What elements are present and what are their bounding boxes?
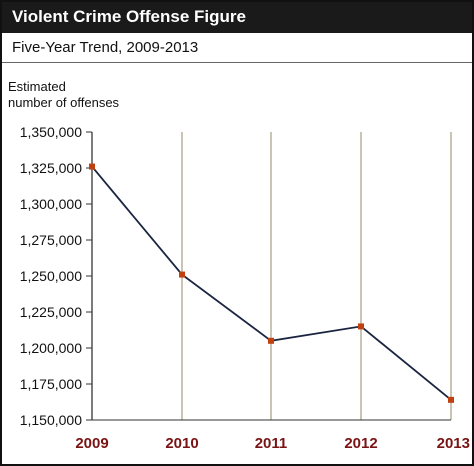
x-tick-label: 2012 bbox=[344, 435, 377, 452]
y-tick-label: 1,225,000 bbox=[20, 304, 82, 320]
x-tick-label: 2010 bbox=[165, 435, 198, 452]
data-point-2011 bbox=[268, 337, 274, 344]
x-tick-label: 2009 bbox=[75, 435, 108, 452]
x-tick-label: 2013 bbox=[437, 435, 470, 452]
y-axis-label-line-1: Estimated bbox=[8, 79, 66, 94]
y-tick-label: 1,350,000 bbox=[20, 124, 82, 140]
y-tick-label: 1,275,000 bbox=[20, 232, 82, 248]
chart-title: Violent Crime Offense Figure bbox=[12, 7, 246, 26]
x-tick-label: 2011 bbox=[255, 435, 288, 452]
title-bar: Violent Crime Offense Figure bbox=[2, 2, 472, 33]
data-point-2013 bbox=[448, 396, 454, 403]
y-tick-label: 1,150,000 bbox=[20, 412, 82, 428]
y-tick-label: 1,325,000 bbox=[20, 160, 82, 176]
y-tick-label: 1,250,000 bbox=[20, 268, 82, 284]
data-point-2010 bbox=[179, 271, 185, 278]
chart-subtitle: Five-Year Trend, 2009-2013 bbox=[12, 39, 199, 56]
subtitle-divider bbox=[2, 62, 472, 63]
y-axis-label: Estimated number of offenses bbox=[8, 79, 119, 111]
y-tick-label: 1,175,000 bbox=[20, 376, 82, 392]
data-point-2012 bbox=[358, 323, 364, 330]
y-axis-label-line-2: number of offenses bbox=[8, 95, 120, 110]
data-point-2009 bbox=[89, 163, 95, 170]
y-tick-label: 1,200,000 bbox=[20, 340, 82, 356]
y-tick-label: 1,300,000 bbox=[20, 196, 82, 212]
